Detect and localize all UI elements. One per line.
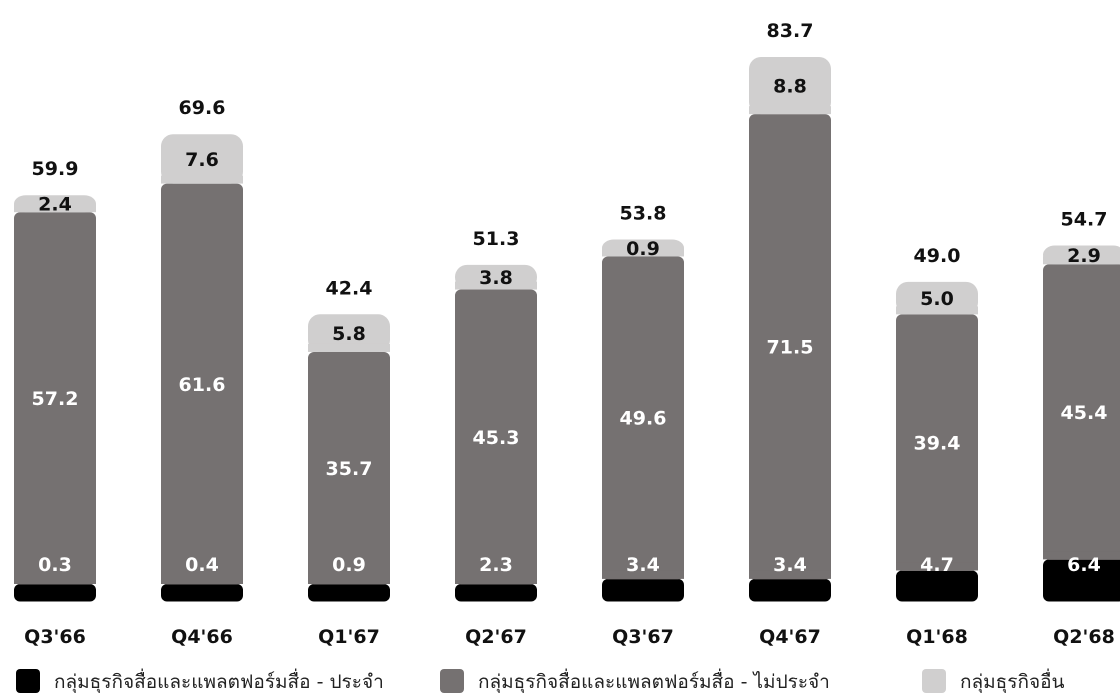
- bar-series-3-join-7: [1043, 256, 1120, 265]
- legend-swatch-1: [16, 669, 40, 693]
- data-label-series-2-3: 45.3: [473, 427, 520, 449]
- total-label-0: 59.9: [32, 158, 79, 180]
- total-label-3: 51.3: [473, 228, 520, 250]
- bar-series-1-0: [14, 584, 96, 602]
- data-label-series-2-6: 39.4: [914, 432, 961, 454]
- total-label-4: 53.8: [620, 203, 667, 225]
- bar-series-3-join-3: [455, 281, 537, 290]
- bar-series-2-0: [14, 212, 96, 585]
- bar-series-2-join-0: [14, 576, 96, 584]
- x-tick-label-6: Q1'68: [906, 626, 968, 648]
- bar-series-3-2: [308, 314, 390, 352]
- bar-series-2-1: [161, 183, 243, 585]
- total-label-7: 54.7: [1061, 208, 1108, 230]
- bar-series-2-join-5: [749, 570, 831, 579]
- data-label-series-2-0: 57.2: [32, 388, 79, 410]
- data-label-series-3-3: 3.8: [479, 267, 513, 289]
- bar-series-3-1: [161, 134, 243, 184]
- data-label-series-3-0: 2.4: [38, 194, 72, 216]
- bar-series-3-join-1: [161, 175, 243, 184]
- data-label-series-2-4: 49.6: [620, 408, 667, 430]
- data-label-series-3-2: 5.8: [332, 323, 366, 345]
- data-label-series-2-2: 35.7: [326, 458, 373, 480]
- bar-series-2-2: [308, 351, 390, 585]
- data-label-series-2-5: 71.5: [767, 337, 814, 359]
- bar-series-2-3: [455, 289, 537, 585]
- x-tick-label-3: Q2'67: [465, 626, 527, 648]
- data-label-series-1-3: 2.3: [479, 554, 513, 576]
- bar-series-3-6: [896, 281, 978, 315]
- bar-series-1-4: [602, 578, 684, 602]
- legend-label-1: กลุ่มธุรกิจสื่อและแพลตฟอร์มสื่อ - ประจำ: [54, 668, 384, 694]
- x-tick-label-2: Q1'67: [318, 626, 380, 648]
- bar-series-3-join-5: [749, 106, 831, 115]
- bar-series-3-5: [749, 56, 831, 115]
- bar-series-1-6: [896, 570, 978, 602]
- bar-series-2-4: [602, 256, 684, 580]
- bar-series-1-5: [749, 578, 831, 602]
- total-label-1: 69.6: [179, 97, 226, 119]
- bars-layer: [14, 56, 1120, 602]
- x-tick-label-0: Q3'66: [24, 626, 86, 648]
- bar-series-1-7: [1043, 559, 1120, 602]
- bar-series-1-2: [308, 584, 390, 602]
- bar-series-1-1: [161, 584, 243, 602]
- bar-series-2-join-6: [896, 562, 978, 571]
- data-label-series-3-5: 8.8: [773, 76, 807, 98]
- bar-series-2-6: [896, 314, 978, 571]
- total-label-6: 49.0: [914, 245, 961, 267]
- bar-series-2-join-2: [308, 576, 390, 584]
- data-label-series-1-5: 3.4: [773, 554, 807, 576]
- data-label-series-3-6: 5.0: [920, 288, 954, 310]
- bar-series-3-join-0: [14, 204, 96, 213]
- data-label-series-1-4: 3.4: [626, 554, 660, 576]
- legend: กลุ่มธุรกิจสื่อและแพลตฟอร์มสื่อ - ประจำ ก…: [16, 668, 1065, 694]
- legend-swatch-3: [922, 669, 946, 693]
- total-label-2: 42.4: [326, 277, 373, 299]
- bar-series-2-5: [749, 114, 831, 580]
- x-tick-label-7: Q2'68: [1053, 626, 1115, 648]
- x-tick-label-5: Q4'67: [759, 626, 821, 648]
- labels-layer: 0.3 57.2 2.4 59.9 0.4 61.6 7.6 69.6 0.9 35.7 5.8 42…: [32, 20, 1108, 576]
- x-tick-label-4: Q3'67: [612, 626, 674, 648]
- data-label-series-2-7: 45.4: [1061, 402, 1108, 424]
- bar-series-3-join-2: [308, 343, 390, 352]
- data-label-series-2-1: 61.6: [179, 374, 226, 396]
- bar-series-2-join-4: [602, 570, 684, 579]
- bar-series-2-join-1: [161, 576, 243, 584]
- bar-series-3-join-6: [896, 306, 978, 315]
- bar-series-2-join-3: [455, 576, 537, 584]
- legend-label-3: กลุ่มธุรกิจอื่น: [960, 668, 1065, 694]
- bar-series-1-3: [455, 584, 537, 602]
- data-label-series-1-7: 6.4: [1067, 554, 1101, 576]
- legend-swatch-2: [440, 669, 464, 693]
- x-axis: Q3'66 Q4'66 Q1'67 Q2'67 Q3'67 Q4'67 Q1'68 Q2'68: [24, 626, 1115, 648]
- x-tick-label-1: Q4'66: [171, 626, 233, 648]
- data-label-series-1-2: 0.9: [332, 554, 366, 576]
- bar-series-2-7: [1043, 264, 1120, 560]
- bar-series-3-join-4: [602, 248, 684, 257]
- data-label-series-3-4: 0.9: [626, 238, 660, 260]
- total-label-5: 83.7: [767, 20, 814, 42]
- legend-label-2: กลุ่มธุรกิจสื่อและแพลตฟอร์มสื่อ - ไม่ประ…: [478, 668, 830, 694]
- bar-series-2-join-7: [1043, 551, 1120, 560]
- data-label-series-1-6: 4.7: [920, 554, 954, 576]
- data-label-series-3-1: 7.6: [185, 149, 219, 171]
- data-label-series-1-0: 0.3: [38, 554, 72, 576]
- data-label-series-1-1: 0.4: [185, 554, 219, 576]
- data-label-series-3-7: 2.9: [1067, 245, 1101, 267]
